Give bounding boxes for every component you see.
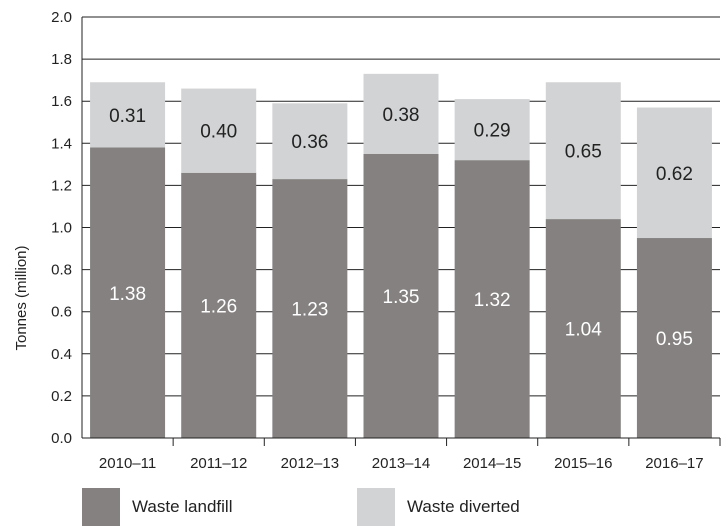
bar-segment-landfill <box>90 147 166 438</box>
x-tick-label: 2014–15 <box>463 455 521 472</box>
bar-segment-landfill <box>454 160 530 438</box>
legend-item-landfill: Waste landfill <box>82 488 232 526</box>
data-label: 0.29 <box>474 121 511 142</box>
bars: 1.38 0.31 1.26 0.40 1.23 0.36 1.35 0.38 1.32 0.29… <box>90 73 712 438</box>
legend-label-diverted: Waste diverted <box>407 497 520 516</box>
legend-item-diverted: Waste diverted <box>357 488 520 526</box>
y-axis-title: Tonnes (million) <box>13 245 30 350</box>
bar-segment-landfill <box>181 172 257 438</box>
x-tick-label: 2011–12 <box>190 455 247 472</box>
bar-segment-diverted <box>545 82 621 220</box>
data-label: 0.36 <box>291 132 328 153</box>
data-label: 1.23 <box>291 300 328 321</box>
y-tick-label: 1.8 <box>51 51 72 68</box>
x-tick-label: 2013–14 <box>372 455 430 472</box>
bar-segment-diverted <box>454 99 530 161</box>
y-tick-label: 0.8 <box>51 262 72 279</box>
y-tick-label: 2.0 <box>51 9 72 26</box>
axes: 0.0 0.2 0.4 0.6 0.8 1.0 1.2 1.4 1.6 1.8 2.0 2010–11… <box>51 9 721 472</box>
data-label: 1.32 <box>474 290 511 311</box>
legend-swatch-landfill <box>82 488 120 526</box>
legend-label-landfill: Waste landfill <box>132 497 233 516</box>
y-tick-label: 0.2 <box>51 388 72 405</box>
bar-segment-landfill <box>272 179 348 438</box>
bar-segment-diverted <box>272 103 348 180</box>
data-label: 1.38 <box>109 284 146 305</box>
bar-segment-diverted <box>90 82 166 148</box>
legend-swatch-diverted <box>357 488 395 526</box>
x-tick-label: 2016–17 <box>645 455 703 472</box>
y-tick-label: 0.6 <box>51 304 72 321</box>
x-tick-label: 2010–11 <box>99 455 156 472</box>
y-tick-label: 1.0 <box>51 220 72 237</box>
data-label: 0.62 <box>656 164 693 185</box>
x-tick-label: 2012–13 <box>281 455 339 472</box>
bar-segment-diverted <box>181 88 257 173</box>
bar-segment-landfill <box>363 153 439 438</box>
x-tick-label: 2015–16 <box>554 455 612 472</box>
data-label: 0.65 <box>565 142 602 163</box>
y-tick-label: 0.4 <box>51 346 72 363</box>
bar-segment-landfill <box>636 238 712 438</box>
data-label: 0.95 <box>656 329 693 350</box>
data-label: 1.04 <box>565 320 602 341</box>
bar-segment-diverted <box>363 73 439 154</box>
data-label: 1.26 <box>200 296 237 317</box>
y-tick-label: 1.2 <box>51 177 72 194</box>
data-label: 1.35 <box>383 287 420 308</box>
bar-segment-landfill <box>545 219 621 438</box>
y-tick-label: 0.0 <box>51 430 72 447</box>
data-label: 0.40 <box>200 122 237 143</box>
y-tick-label: 1.4 <box>51 135 72 152</box>
data-label: 0.38 <box>383 105 420 126</box>
y-tick-label: 1.6 <box>51 93 72 110</box>
data-label: 0.31 <box>109 106 146 127</box>
bar-segment-diverted <box>636 107 712 239</box>
